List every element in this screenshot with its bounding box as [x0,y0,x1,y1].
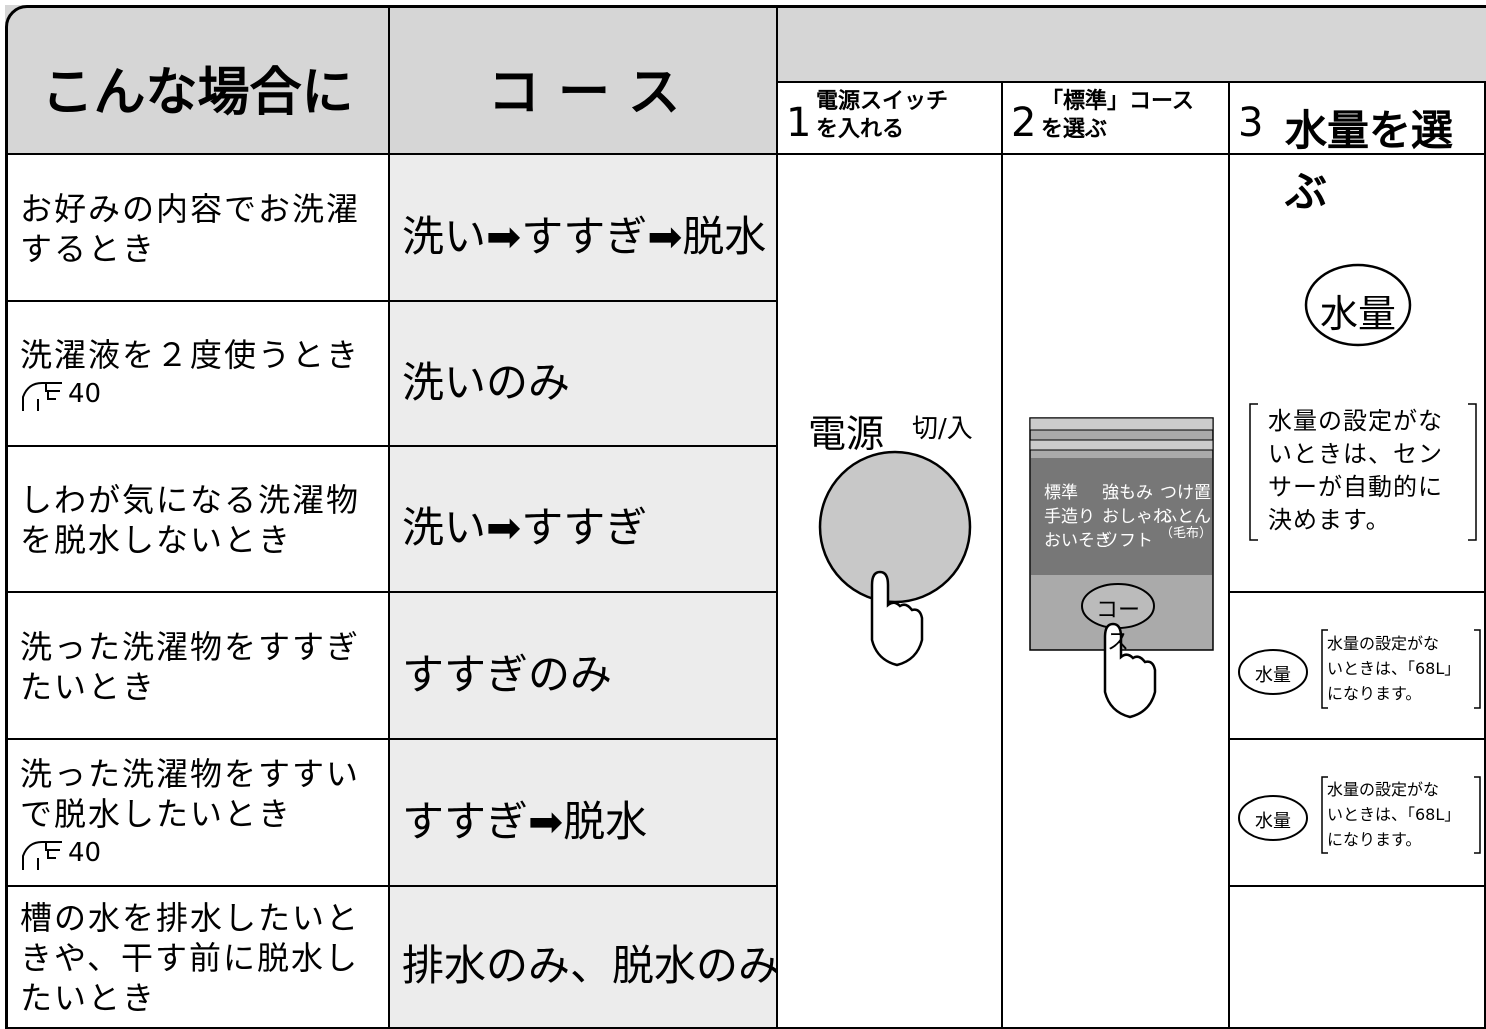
case-text: 洗濯液を２度使うとき [20,335,360,375]
course-option: 手造り [1044,507,1095,527]
water-note-line: 水量の設定がな [1268,407,1443,435]
course-text: 洗い➡すすぎ➡脱水 [402,211,767,261]
course-option: ソフト [1102,531,1153,551]
water-note-small-line: になります。 [1327,830,1422,849]
case-text-line: たいとき [20,667,157,706]
water-note-line: サーが自動的に [1268,473,1443,501]
power-label: 電源 [808,412,885,456]
water-button-small: 水量 [1255,811,1291,832]
course-heading: コ ー ス [487,63,681,123]
course-button-label: コース [1095,598,1140,655]
header-band [778,5,1486,83]
cell [5,740,390,887]
case-text-line: 洗った洗濯物をすすい [20,754,361,793]
course-option: ふとん [1160,507,1211,527]
cell [390,887,778,1029]
case-text-line: するとき [20,229,157,268]
water-note-small-line: いときは、「68L」 [1327,805,1461,824]
reference-icon [22,840,62,870]
step-number: 2 [1011,100,1037,146]
case-text-line: 槽の水を排水したいと [20,899,361,937]
water-note-line: 決めます。 [1268,506,1391,534]
case-text: 槽の水を排水したいと きや、干す前に脱水し たいとき [20,898,360,1018]
course-option: つけ置 [1160,483,1211,503]
cell [390,447,778,593]
water-button-small: 水量 [1255,665,1291,686]
cell [778,83,1003,155]
water-note-small: 水量の設定がないときは、「68L」 になります。 [1327,631,1460,706]
cell [5,447,390,593]
case-text-line: 洗った洗濯物をすすぎ [20,627,361,666]
cell [1003,83,1230,155]
cell [390,5,778,155]
case-text-line: お好みの内容でお洗濯 [20,189,361,228]
water-note-line: いときは、セン [1268,440,1443,468]
step-label: 「標準」コース を選ぶ [1041,88,1194,144]
cell [1230,83,1486,155]
cell [5,302,390,447]
course-text: すすぎ➡脱水 [402,796,648,846]
reference-page: 40 [68,837,102,868]
cell [5,593,390,740]
course-option: （毛布） [1160,526,1213,541]
case-text-line: で脱水したいとき [20,794,293,833]
course-option: おしゃれ [1102,507,1170,527]
case-text-line: しわが気になる洗濯物 [20,481,361,519]
course-option: おいそぎ [1044,531,1112,551]
cell [390,593,778,740]
outer-border [5,5,1486,1029]
step-label: 電源スイッチ を入れる [816,88,948,144]
course-text: 排水のみ、脱水のみ [402,941,781,990]
switch-label: 切/入 [912,414,973,444]
course-text: 洗いのみ [402,357,571,407]
step-label-line: 電源スイッチ [816,89,949,114]
cell [1230,887,1486,1029]
step-number: 3 [1238,100,1264,146]
step-number: 1 [786,100,812,146]
case-text: お好みの内容でお洗濯 するとき [20,189,360,269]
case-text: しわが気になる洗濯物 を脱水しないとき [20,480,360,560]
course-text: すすぎのみ [402,649,613,699]
step-label-line: を選ぶ [1041,117,1108,142]
case-text-line: を脱水しないとき [20,521,293,559]
case-text-line: きや、干す前に脱水し [20,939,360,977]
course-text: 洗い➡すすぎ [402,503,648,552]
water-note-small-line: いときは、「68L」 [1327,659,1461,678]
case-text: 洗った洗濯物をすすい で脱水したいとき [20,754,360,834]
water-note-small-line: になります。 [1327,684,1422,703]
cell [390,740,778,887]
cell [5,887,390,1029]
case-text: 洗った洗濯物をすすぎ たいとき [20,627,360,707]
water-note-small-line: 水量の設定がな [1327,634,1440,653]
case-text-line: 洗濯液を２度使うとき [20,335,361,374]
case-text-line: たいとき [20,979,157,1017]
step-label: 水量を選ぶ [1285,106,1454,216]
cell [390,302,778,447]
cell [390,155,778,302]
reference-page: 40 [68,378,102,409]
case-heading: こんな場合に [41,63,354,123]
course-option: 標準 [1044,483,1078,503]
cell [5,155,390,302]
water-note-small-line: 水量の設定がな [1327,780,1440,799]
step-label-line: を入れる [816,117,905,142]
water-button-label: 水量 [1319,292,1396,336]
water-note-small: 水量の設定がないときは、「68L」 になります。 [1327,777,1460,852]
reference-icon [22,381,62,411]
water-note: 水量の設定がな いときは、セン サーが自動的に 決めます。 [1268,405,1443,537]
course-option: 強もみ [1102,483,1153,503]
cell [5,5,390,155]
step-label-line: 「標準」コース [1041,89,1194,114]
